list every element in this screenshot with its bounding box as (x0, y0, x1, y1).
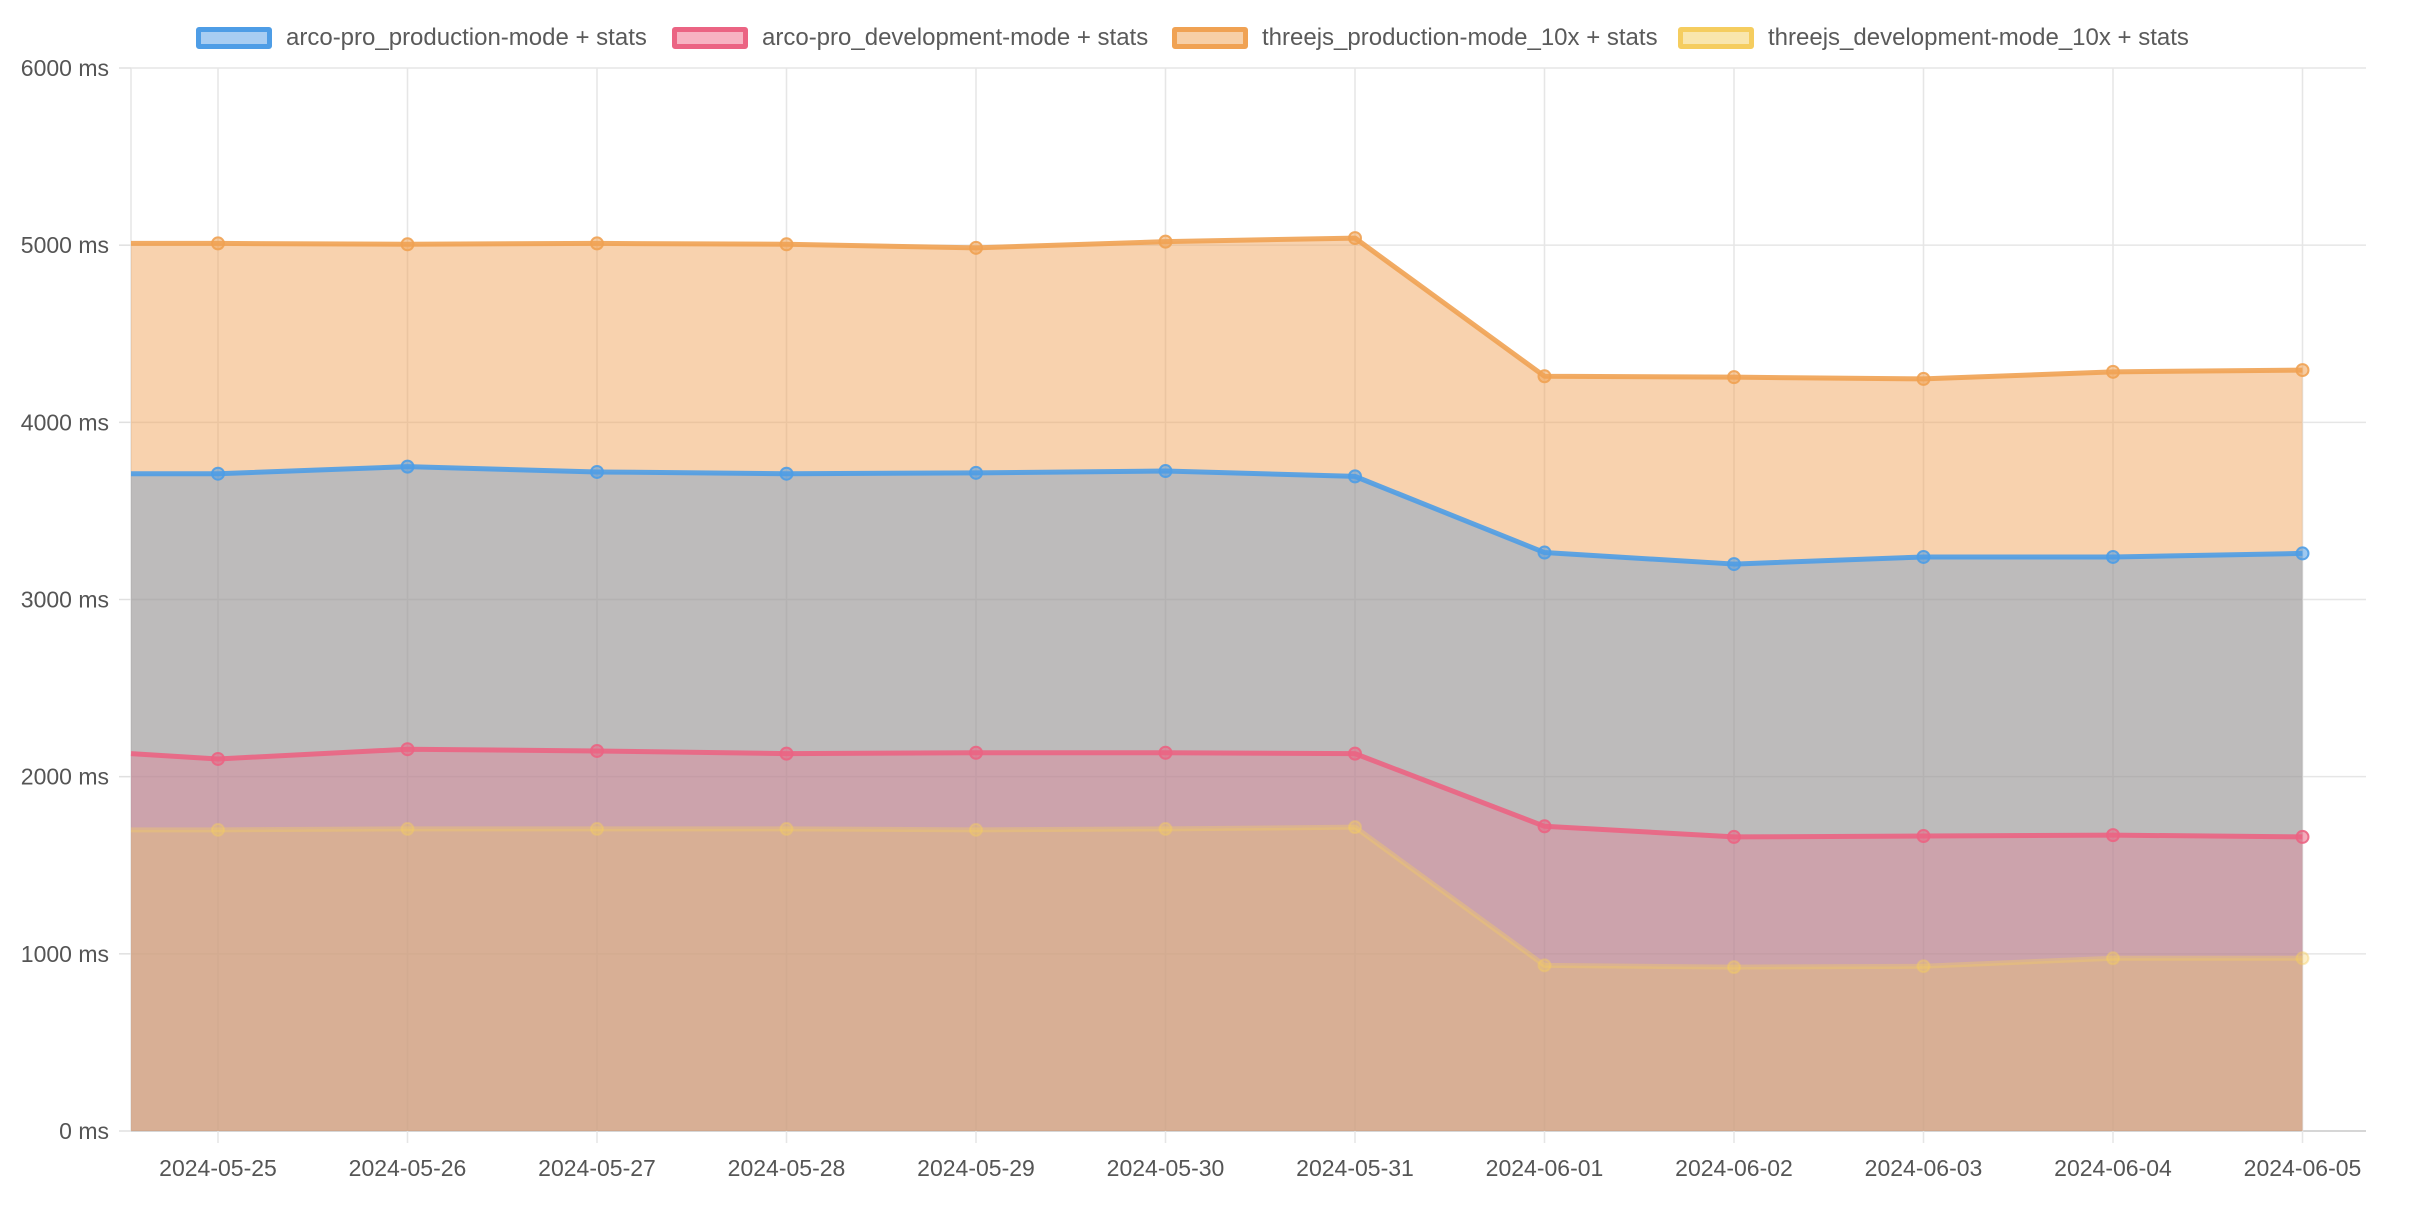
y-tick-label: 5000 ms (21, 232, 109, 258)
x-tick-label: 2024-06-03 (1865, 1155, 1983, 1181)
legend-item-arco-pro-development[interactable]: arco-pro_development-mode + stats (672, 18, 1148, 58)
x-tick-label: 2024-06-02 (1675, 1155, 1793, 1181)
legend-swatch-arco-pro-development (672, 27, 748, 49)
data-point[interactable] (211, 236, 225, 251)
data-point[interactable] (969, 745, 983, 760)
data-point[interactable] (2106, 828, 2120, 843)
data-point[interactable] (1537, 958, 1552, 973)
legend-label: threejs_development-mode_10x + stats (1768, 24, 2189, 51)
y-tick-label: 2000 ms (21, 764, 109, 790)
data-point[interactable] (590, 821, 604, 836)
data-point[interactable] (1727, 960, 1741, 975)
x-tick-label: 2024-05-30 (1107, 1155, 1225, 1181)
data-point[interactable] (1727, 557, 1741, 572)
series-area (131, 749, 2303, 1131)
data-point[interactable] (590, 743, 604, 758)
data-point[interactable] (1158, 464, 1173, 479)
data-point[interactable] (400, 742, 415, 757)
data-point[interactable] (969, 240, 983, 255)
data-point[interactable] (2295, 363, 2310, 378)
series-area (131, 827, 2303, 1131)
x-tick-label: 2024-06-01 (1486, 1155, 1604, 1181)
data-point[interactable] (1537, 369, 1552, 384)
x-tick-label: 2024-05-27 (538, 1155, 656, 1181)
data-point[interactable] (2106, 549, 2120, 564)
data-point[interactable] (1727, 829, 1741, 844)
legend-swatch-threejs-development (1678, 27, 1754, 49)
x-tick-label: 2024-05-26 (349, 1155, 467, 1181)
data-point[interactable] (2295, 546, 2310, 561)
x-tick-label: 2024-06-05 (2244, 1155, 2362, 1181)
y-tick-label: 1000 ms (21, 941, 109, 967)
data-point[interactable] (779, 466, 794, 481)
y-tick-label: 4000 ms (21, 409, 109, 435)
data-point[interactable] (969, 822, 983, 837)
series-area (131, 238, 2303, 1131)
data-point[interactable] (2106, 951, 2120, 966)
legend-item-arco-pro-production[interactable]: arco-pro_production-mode + stats (196, 18, 647, 58)
y-tick-label: 3000 ms (21, 587, 109, 613)
data-point[interactable] (400, 821, 415, 836)
data-point[interactable] (1916, 549, 1931, 564)
grid (130, 67, 2366, 1143)
data-point[interactable] (590, 236, 604, 251)
legend-label: arco-pro_development-mode + stats (762, 24, 1149, 51)
data-point[interactable] (1348, 231, 1362, 246)
series-area (131, 466, 2303, 1131)
x-tick-label: 2024-06-04 (2054, 1155, 2172, 1181)
data-point[interactable] (1158, 745, 1173, 760)
data-point[interactable] (2295, 829, 2310, 844)
data-point[interactable] (211, 751, 225, 766)
y-tick-label: 0 ms (59, 1118, 109, 1144)
data-point[interactable] (1537, 545, 1552, 560)
x-tick-label: 2024-05-29 (917, 1155, 1035, 1181)
y-tick-label: 6000 ms (21, 55, 109, 81)
data-point[interactable] (779, 821, 794, 836)
series-points (211, 231, 2310, 975)
data-point[interactable] (779, 237, 794, 252)
data-point[interactable] (2106, 364, 2120, 379)
x-tick-label: 2024-05-28 (728, 1155, 846, 1181)
legend-label: arco-pro_production-mode + stats (286, 24, 647, 51)
data-point[interactable] (211, 466, 225, 481)
legend-item-threejs-development[interactable]: threejs_development-mode_10x + stats (1678, 18, 2189, 58)
data-point[interactable] (779, 746, 794, 761)
data-point[interactable] (400, 459, 415, 474)
data-point[interactable] (2295, 951, 2310, 966)
series-line (131, 824, 2303, 970)
data-point[interactable] (1916, 959, 1931, 974)
data-point[interactable] (969, 465, 983, 480)
data-point[interactable] (1916, 371, 1931, 386)
axes: 0 ms 1000 ms 2000 ms 3000 ms 4000 ms 5000 ms 6… (21, 55, 2362, 1181)
data-point[interactable] (211, 822, 225, 837)
legend-item-threejs-production[interactable]: threejs_production-mode_10x + stats (1172, 18, 1658, 58)
x-tick-label: 2024-05-25 (159, 1155, 277, 1181)
x-tick-label: 2024-05-31 (1296, 1155, 1414, 1181)
data-point[interactable] (590, 464, 604, 479)
legend-swatch-arco-pro-production (196, 27, 272, 49)
data-point[interactable] (1158, 821, 1173, 836)
data-point[interactable] (1348, 469, 1362, 484)
data-point[interactable] (1727, 370, 1741, 385)
chart-legend: arco-pro_production-mode + stats arco-pr… (0, 18, 2412, 58)
data-point[interactable] (400, 237, 415, 252)
data-point[interactable] (1348, 820, 1362, 835)
data-point[interactable] (1537, 819, 1552, 834)
legend-label: threejs_production-mode_10x + stats (1262, 24, 1658, 51)
series-areas (131, 238, 2303, 1131)
legend-swatch-threejs-production (1172, 27, 1248, 49)
data-point[interactable] (1158, 234, 1173, 249)
data-point[interactable] (1348, 746, 1362, 761)
data-point[interactable] (1916, 829, 1931, 844)
